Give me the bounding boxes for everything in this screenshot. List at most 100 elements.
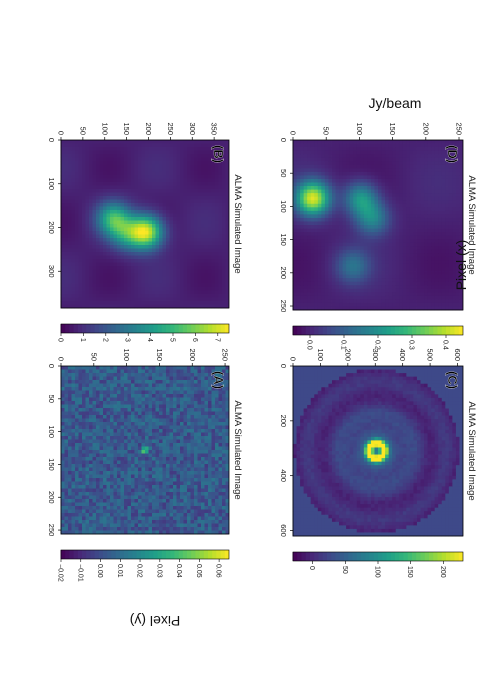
heatmap-cell xyxy=(183,432,187,437)
heatmap-cell xyxy=(165,255,170,260)
heatmap-cell xyxy=(109,206,114,211)
heatmap-cell xyxy=(113,283,117,288)
heatmap-cell xyxy=(197,241,201,246)
heatmap-cell xyxy=(130,453,135,458)
heatmap-cell xyxy=(116,471,121,475)
heatmap-cell xyxy=(106,255,110,260)
heatmap-cell xyxy=(448,383,453,388)
heatmap-cell xyxy=(144,506,149,510)
heatmap-cell xyxy=(127,516,131,521)
heatmap-cell xyxy=(204,425,208,430)
heatmap-cell xyxy=(200,304,205,309)
heatmap-cell xyxy=(74,523,79,528)
heatmap-cell xyxy=(85,369,89,374)
heatmap-cell xyxy=(109,220,114,225)
heatmap-cell xyxy=(207,252,212,256)
heatmap-cell xyxy=(123,255,128,260)
heatmap-cell xyxy=(106,366,110,370)
heatmap-cell xyxy=(179,290,184,295)
heatmap-cell xyxy=(113,464,117,468)
heatmap-cell xyxy=(211,394,215,398)
heatmap-cell xyxy=(116,366,121,370)
heatmap-cell xyxy=(221,457,226,461)
heatmap-cell xyxy=(134,467,138,472)
heatmap-cell xyxy=(134,390,138,395)
heatmap-cell xyxy=(211,269,215,274)
heatmap-cell xyxy=(106,394,110,398)
heatmap-cell xyxy=(64,390,68,395)
heatmap-cell xyxy=(225,450,229,454)
y-tick-label: 350 xyxy=(210,122,219,135)
heatmap-cell xyxy=(123,432,128,437)
heatmap-cell xyxy=(172,304,177,309)
heatmap-cell xyxy=(193,509,198,514)
heatmap-cell xyxy=(218,376,222,381)
heatmap-cell xyxy=(81,189,86,193)
heatmap-cell xyxy=(123,280,128,284)
colorbar-cell xyxy=(211,550,217,559)
heatmap-cell xyxy=(81,446,86,451)
heatmap-cell xyxy=(81,199,86,204)
heatmap-cell xyxy=(204,513,208,517)
heatmap-cell xyxy=(137,527,142,531)
heatmap-cell xyxy=(123,140,128,144)
heatmap-cell xyxy=(134,147,138,151)
heatmap-cell xyxy=(144,210,149,214)
heatmap-cell xyxy=(155,290,159,295)
heatmap-cell xyxy=(95,154,100,158)
heatmap-cell xyxy=(81,387,86,391)
heatmap-cell xyxy=(127,266,131,270)
heatmap-cell xyxy=(165,178,170,183)
heatmap-cell xyxy=(197,506,201,510)
heatmap-cell xyxy=(204,411,208,416)
heatmap-cell xyxy=(455,433,460,438)
heatmap-cell xyxy=(200,297,205,302)
heatmap-cell xyxy=(151,499,156,503)
heatmap-cell xyxy=(92,376,96,381)
heatmap-cell xyxy=(134,150,138,155)
heatmap-cell xyxy=(455,380,460,385)
heatmap-cell xyxy=(102,474,107,479)
heatmap-cell xyxy=(197,478,201,482)
heatmap-cell xyxy=(144,411,149,416)
heatmap-cell xyxy=(144,429,149,433)
heatmap-cell xyxy=(214,509,219,514)
heatmap-cell xyxy=(172,460,177,465)
heatmap-cell xyxy=(193,495,198,500)
heatmap-cell xyxy=(81,206,86,211)
heatmap-cell xyxy=(71,502,75,507)
heatmap-cell xyxy=(64,450,68,454)
heatmap-cell xyxy=(169,495,173,500)
heatmap-cell xyxy=(211,161,215,165)
heatmap-cell xyxy=(137,373,142,377)
heatmap-cell xyxy=(179,502,184,507)
heatmap-cell xyxy=(64,206,68,211)
heatmap-cell xyxy=(95,394,100,398)
heatmap-cell xyxy=(200,276,205,281)
heatmap-cell xyxy=(137,516,142,521)
heatmap-cell xyxy=(221,178,226,183)
heatmap-cell xyxy=(106,283,110,288)
heatmap-cell xyxy=(162,495,166,500)
heatmap-cell xyxy=(165,474,170,479)
heatmap-cell xyxy=(148,241,152,246)
heatmap-cell xyxy=(81,488,86,493)
heatmap-cell xyxy=(123,224,128,228)
heatmap-cell xyxy=(151,283,156,288)
heatmap-cell xyxy=(179,485,184,489)
heatmap-cell xyxy=(102,460,107,465)
heatmap-cell xyxy=(120,224,124,228)
heatmap-cell xyxy=(207,488,212,493)
heatmap-cell xyxy=(74,220,79,225)
heatmap-cell xyxy=(169,234,173,239)
heatmap-cell xyxy=(165,415,170,419)
heatmap-cell xyxy=(102,401,107,405)
heatmap-cell xyxy=(148,227,152,232)
heatmap-cell xyxy=(207,234,212,239)
heatmap-cell xyxy=(74,147,79,151)
heatmap-cell xyxy=(448,451,453,455)
heatmap-cell xyxy=(179,259,184,263)
heatmap-cell xyxy=(214,241,219,246)
